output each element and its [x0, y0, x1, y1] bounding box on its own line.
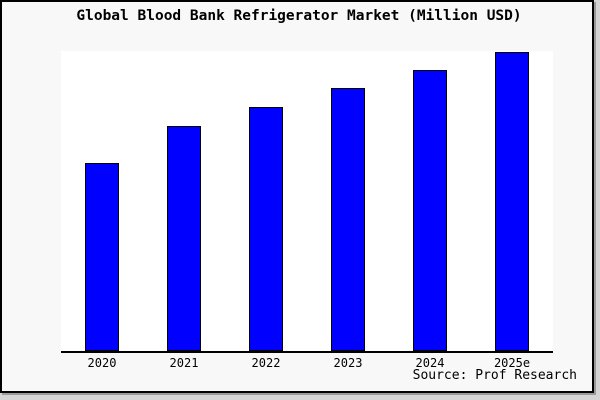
- x-tick-label-2023: 2023: [333, 356, 363, 370]
- bar-2023: [331, 88, 365, 351]
- bar-2021: [167, 126, 201, 351]
- plot-area: [61, 51, 553, 353]
- bar-2020: [85, 163, 119, 351]
- x-tick-label-2025e: 2025e: [493, 356, 531, 370]
- source-credit: Source: Prof Research: [412, 368, 577, 383]
- chart-title: Global Blood Bank Refrigerator Market (M…: [76, 8, 522, 24]
- x-tick-label-2024: 2024: [415, 356, 445, 370]
- chart-frame: Global Blood Bank Refrigerator Market (M…: [0, 0, 594, 393]
- x-tick-label-2021: 2021: [169, 356, 199, 370]
- x-tick-label-2022: 2022: [251, 356, 281, 370]
- bar-2022: [249, 107, 283, 351]
- bar-2025e: [495, 52, 529, 351]
- x-tick-label-2020: 2020: [87, 356, 117, 370]
- bar-2024: [413, 70, 447, 351]
